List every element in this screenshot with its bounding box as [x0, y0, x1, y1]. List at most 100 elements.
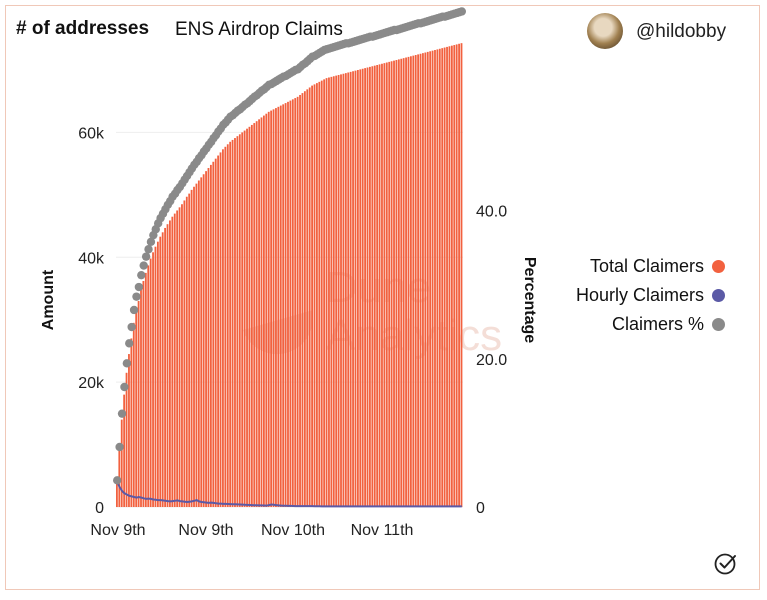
bar-total-claimers	[361, 68, 364, 507]
y2-tick-label: 40.0	[476, 204, 507, 221]
bar-total-claimers	[260, 117, 263, 508]
bar-total-claimers	[438, 48, 441, 507]
points-claimers-percent	[113, 7, 466, 485]
bar-total-claimers	[393, 60, 395, 508]
bar-total-claimers	[301, 93, 304, 507]
bar-total-claimers	[402, 58, 405, 507]
bar-total-claimers	[154, 246, 157, 507]
y-tick-label: 60k	[78, 125, 105, 142]
bar-total-claimers	[426, 51, 429, 507]
bar-total-claimers	[429, 51, 432, 508]
bar-total-claimers	[373, 65, 376, 507]
bar-total-claimers	[332, 76, 335, 507]
bar-total-claimers	[378, 64, 381, 507]
bar-total-claimers	[140, 289, 142, 507]
y-tick-label: 20k	[78, 375, 105, 392]
legend-item-hourly[interactable]: Hourly Claimers	[540, 281, 725, 310]
bar-total-claimers	[171, 216, 174, 507]
bar-total-claimers	[262, 115, 265, 507]
bar-total-claimers	[217, 155, 220, 507]
bar-total-claimers	[275, 108, 277, 508]
bar-total-claimers	[376, 65, 379, 508]
bar-total-claimers	[335, 75, 338, 508]
bar-total-claimers	[272, 109, 275, 507]
username[interactable]: @hildobby	[636, 21, 727, 42]
bar-total-claimers	[400, 58, 403, 508]
bar-total-claimers	[234, 138, 236, 507]
bar-total-claimers	[328, 77, 330, 508]
check-circle-icon[interactable]	[713, 550, 739, 576]
x-tick-label: Nov 11th	[351, 522, 414, 539]
bar-total-claimers	[460, 43, 463, 508]
bar-total-claimers	[407, 56, 410, 507]
y-axis-label: Amount	[40, 269, 57, 330]
point-claimers-percent	[134, 282, 144, 292]
bar-total-claimers	[183, 200, 186, 507]
bar-total-claimers	[381, 63, 383, 507]
point-claimers-percent	[457, 7, 466, 16]
avatar-icon[interactable]	[587, 13, 623, 49]
y2-axis-label: Percentage	[521, 257, 538, 343]
bar-total-claimers	[144, 272, 147, 507]
bar-total-claimers	[241, 132, 244, 507]
bar-total-claimers	[135, 310, 138, 507]
bar-total-claimers	[313, 84, 316, 507]
bar-total-claimers	[147, 265, 150, 507]
bar-total-claimers	[250, 124, 253, 508]
bar-total-claimers	[443, 47, 446, 507]
bar-total-claimers	[383, 63, 386, 507]
bar-total-claimers	[405, 57, 407, 508]
y2-tick-label: 0	[476, 500, 485, 517]
line-hourly-claimers	[116, 481, 462, 508]
bar-total-claimers	[287, 101, 289, 508]
bar-total-claimers	[344, 73, 347, 507]
bar-total-claimers	[436, 49, 439, 508]
bar-total-claimers	[441, 48, 444, 508]
bar-total-claimers	[219, 152, 222, 508]
bar-total-claimers	[349, 71, 352, 507]
legend-item-total[interactable]: Total Claimers	[540, 252, 725, 281]
legend-dot-percent	[712, 318, 725, 331]
point-claimers-percent	[120, 382, 129, 392]
bar-total-claimers	[397, 59, 400, 507]
bar-total-claimers	[132, 322, 135, 507]
bar-total-claimers	[417, 54, 420, 508]
legend-label-hourly: Hourly Claimers	[575, 285, 704, 305]
bar-total-claimers	[166, 224, 169, 507]
point-claimers-percent	[141, 252, 151, 261]
bar-total-claimers	[340, 74, 342, 508]
bar-total-claimers	[205, 171, 207, 508]
bar-total-claimers	[296, 96, 299, 507]
bar-total-claimers	[202, 174, 205, 507]
bar-total-claimers	[185, 196, 188, 508]
bar-total-claimers	[200, 177, 203, 507]
bar-total-claimers	[306, 89, 309, 508]
bar-total-claimers	[352, 71, 354, 508]
bar-total-claimers	[253, 123, 256, 508]
y-axis-left: 0 20k 40k 60k	[78, 125, 105, 517]
bar-total-claimers	[226, 144, 229, 508]
bar-total-claimers	[318, 81, 321, 508]
bar-total-claimers	[137, 300, 140, 507]
bar-total-claimers	[325, 78, 328, 507]
bar-total-claimers	[347, 72, 350, 508]
bar-total-claimers	[188, 193, 191, 507]
bar-total-claimers	[369, 66, 371, 507]
point-claimers-percent	[137, 270, 146, 280]
bar-total-claimers	[116, 482, 118, 507]
x-tick-label: Nov 10th	[261, 522, 325, 539]
point-claimers-percent	[144, 245, 153, 254]
bar-total-claimers	[299, 94, 301, 507]
bar-total-claimers	[207, 168, 210, 507]
bar-total-claimers	[190, 189, 193, 507]
bar-total-claimers	[330, 76, 333, 508]
point-claimers-percent	[139, 261, 148, 270]
legend-item-percent[interactable]: Claimers %	[540, 310, 725, 339]
bar-total-claimers	[366, 67, 369, 507]
x-tick-label: Nov 9th	[178, 522, 233, 539]
bar-total-claimers	[197, 180, 200, 507]
bar-total-claimers	[258, 119, 260, 507]
bar-total-claimers	[130, 338, 133, 507]
bar-total-claimers	[125, 372, 128, 507]
bar-total-claimers	[229, 141, 232, 508]
